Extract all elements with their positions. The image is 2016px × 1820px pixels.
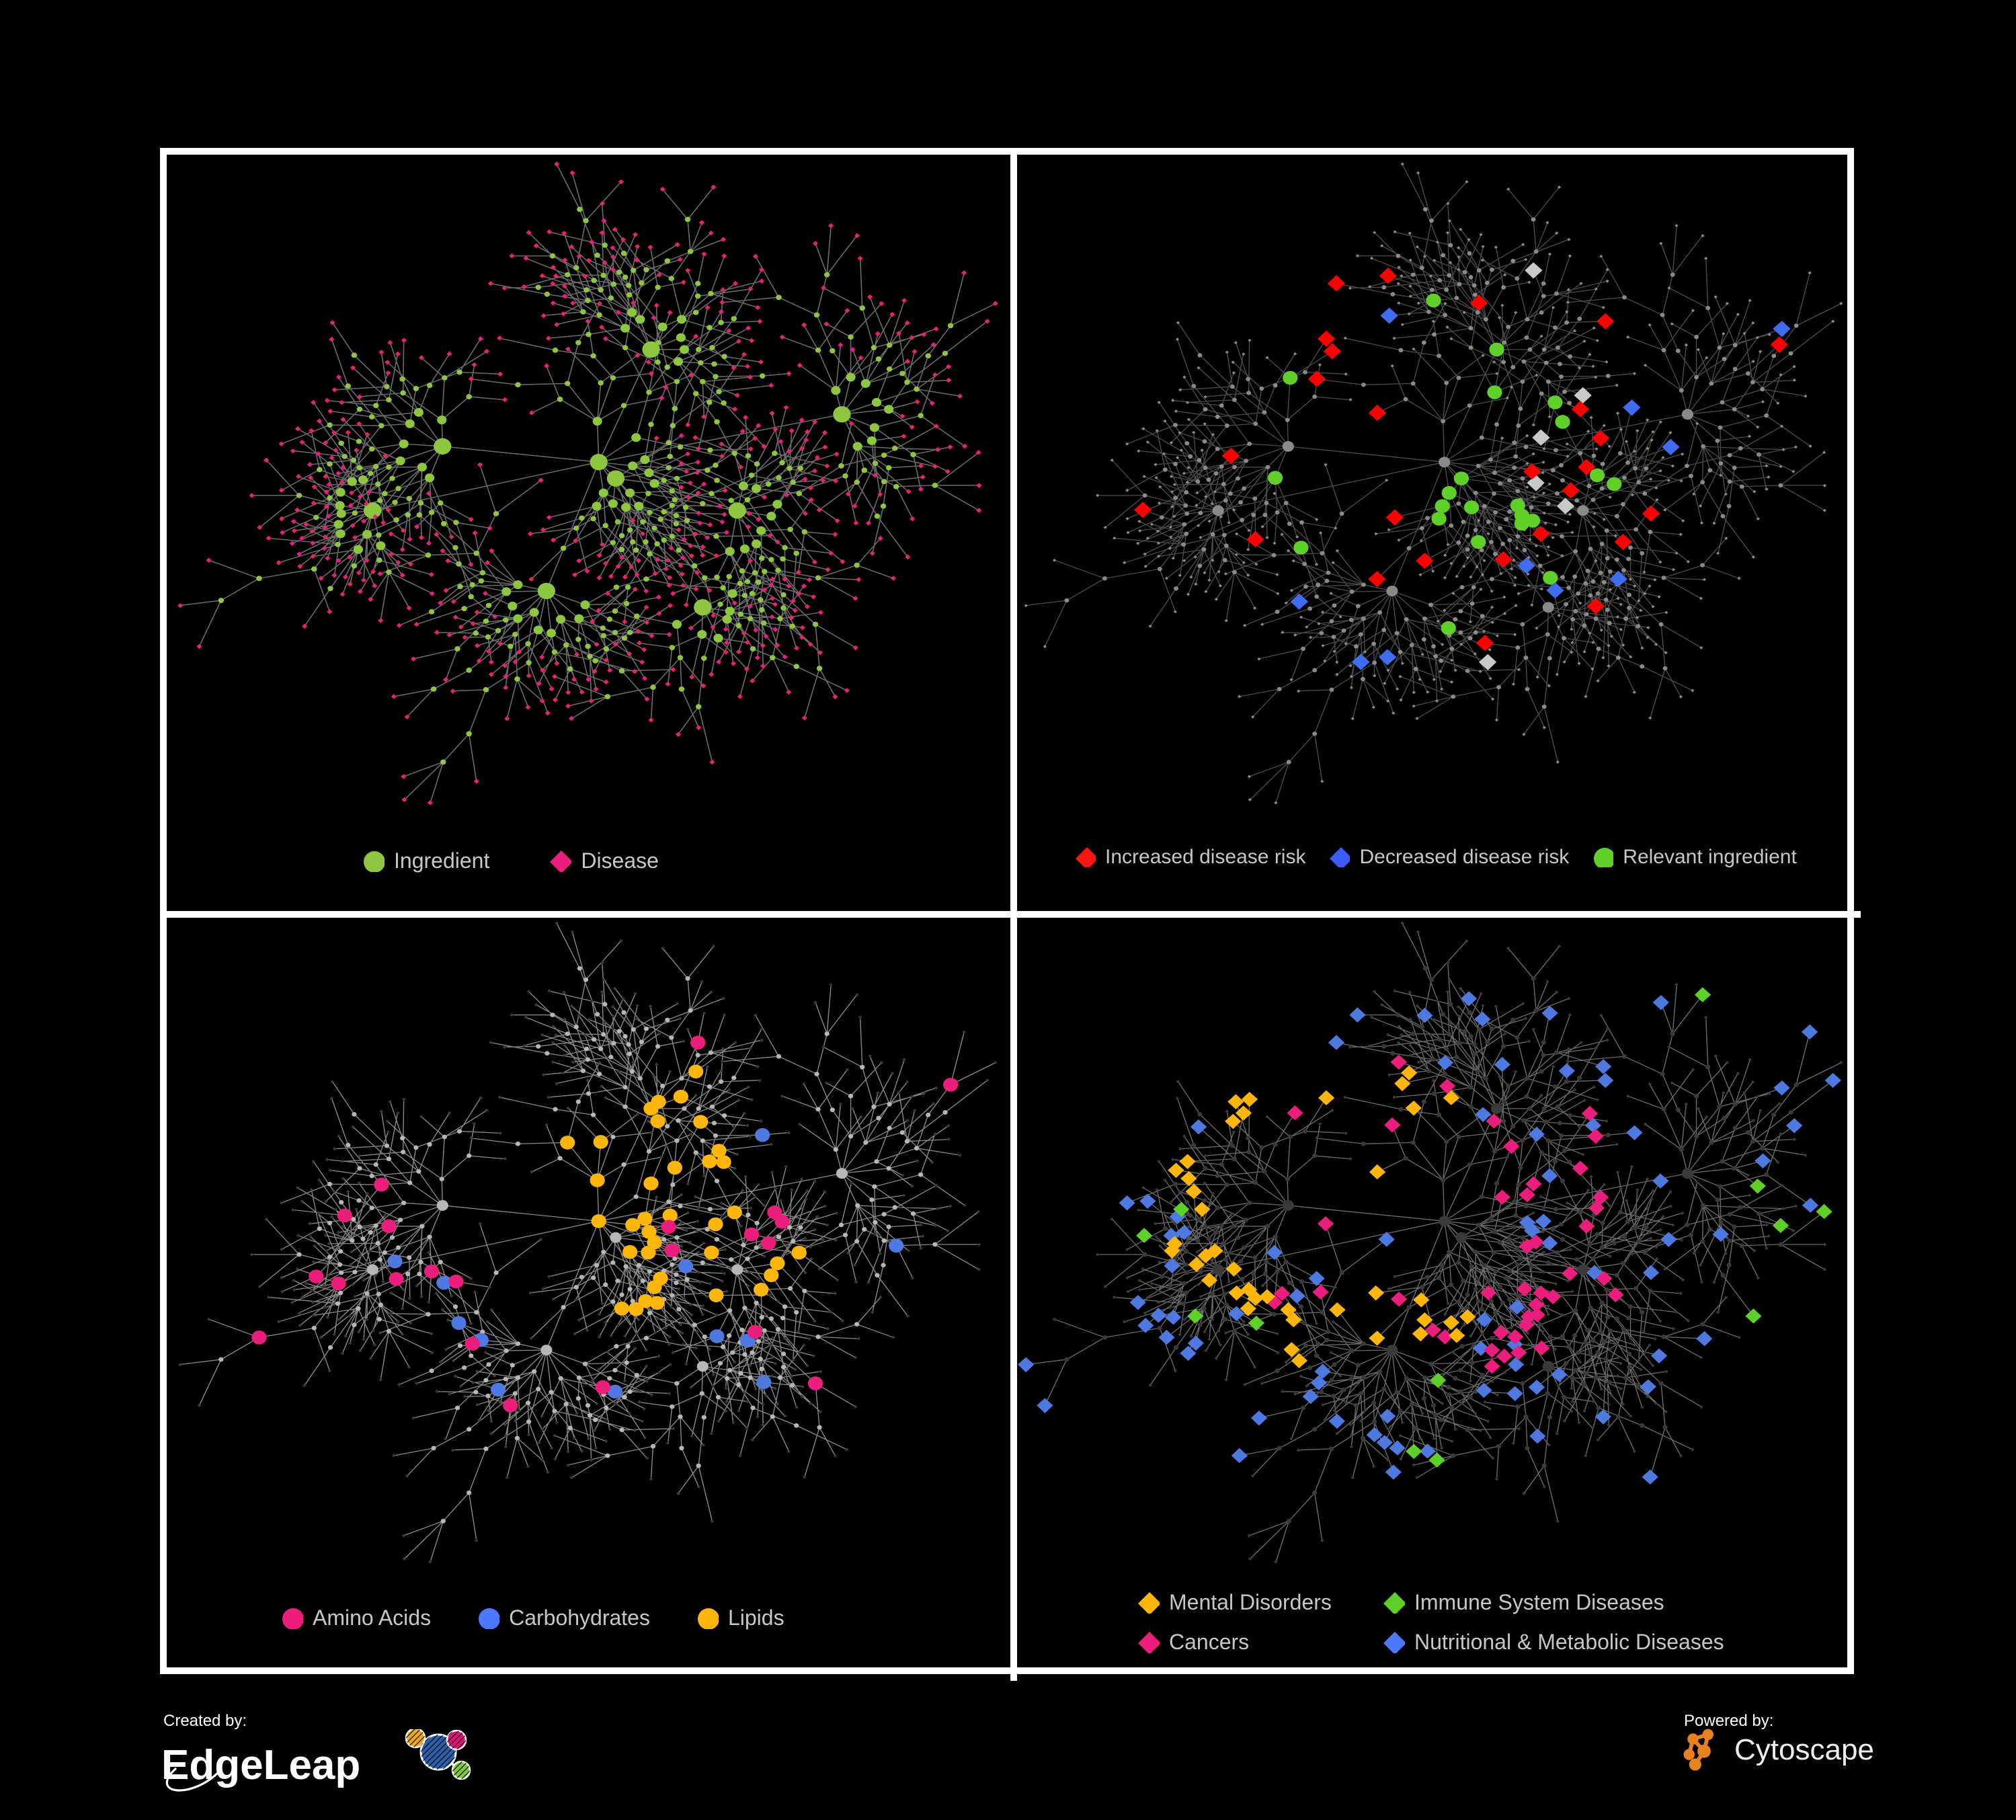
svg-text:EdgeLeap: EdgeLeap	[161, 1742, 360, 1788]
